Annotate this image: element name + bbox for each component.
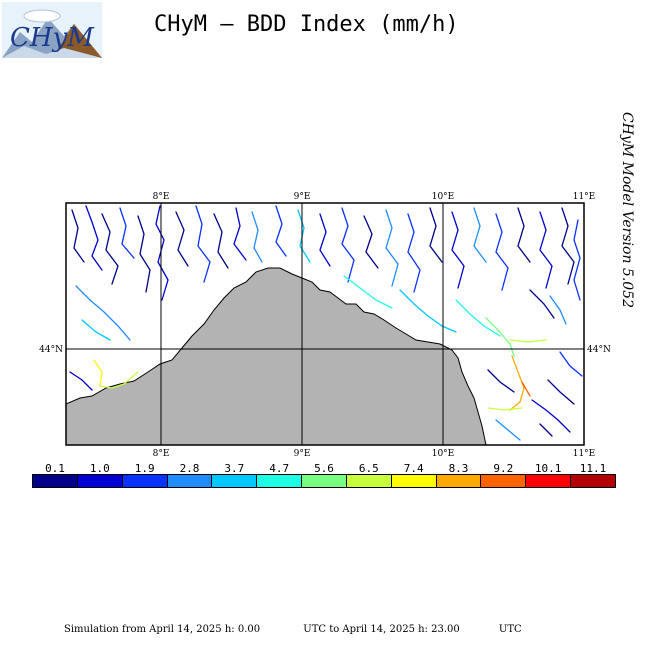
scale-label: 11.1 — [579, 462, 607, 475]
scale-swatch — [481, 475, 527, 487]
lon-ticks-top: 8°E 9°E 10°E 11°E — [153, 192, 596, 202]
scale-swatch — [436, 475, 482, 487]
scale-label: 1.0 — [89, 462, 110, 475]
sea-area — [66, 267, 487, 445]
simulation-period: Simulation from April 14, 2025 h: 0.00 U… — [64, 624, 522, 635]
scale-swatch — [302, 475, 347, 487]
scale-swatch — [33, 475, 78, 487]
lat-tick-right: 44°N — [587, 345, 611, 355]
map-frame — [65, 202, 585, 446]
scale-label: 3.7 — [224, 462, 245, 475]
chym-logo: CHyM — [2, 2, 102, 58]
scale-swatch — [167, 475, 213, 487]
graticule — [66, 203, 584, 445]
model-version-label: CHyM Model Version 5.052 — [619, 112, 635, 308]
lat-tick-left: 44°N — [39, 345, 63, 355]
scale-swatch — [346, 475, 392, 487]
scale-label: 7.4 — [403, 462, 424, 475]
scale-bar — [32, 474, 616, 488]
footer-end: UTC to April 14, 2025 h: 23.00 — [303, 624, 460, 635]
lon-tick-top: 8°E — [153, 192, 170, 202]
lon-tick-bottom: 8°E — [153, 449, 170, 459]
scale-swatch — [212, 475, 258, 487]
lon-ticks-bottom: 8°E 9°E 10°E 11°E — [153, 449, 596, 459]
scale-label: 2.8 — [179, 462, 200, 475]
lon-tick-top: 11°E — [573, 192, 596, 202]
logo-text: CHyM — [10, 23, 95, 53]
scale-label: 5.6 — [314, 462, 334, 475]
scale-label: 9.2 — [493, 462, 514, 475]
scale-label: 10.1 — [534, 462, 562, 475]
scale-swatch — [122, 475, 168, 487]
lon-tick-top: 9°E — [294, 192, 311, 202]
lon-tick-bottom: 9°E — [294, 449, 311, 459]
scale-swatch — [391, 475, 437, 487]
lon-tick-top: 10°E — [432, 192, 455, 202]
footer-utc: UTC — [498, 624, 522, 635]
lon-tick-bottom: 10°E — [432, 449, 455, 459]
scale-label: 8.3 — [448, 462, 469, 475]
lon-tick-bottom: 11°E — [573, 449, 596, 459]
scale-swatch — [571, 475, 615, 487]
scale-label: 4.7 — [269, 462, 290, 475]
page-title: CHyM – BDD Index (mm/h) — [154, 12, 459, 37]
river-network-map: 8°E 9°E 10°E 11°E 8°E 9°E 10°E 11°E 44°N… — [39, 192, 611, 459]
footer-start: Simulation from April 14, 2025 h: 0.00 — [64, 624, 261, 635]
scale-label: 1.9 — [134, 462, 155, 475]
scale-swatch — [77, 475, 123, 487]
scale-label: 0.1 — [45, 462, 65, 475]
scale-swatch — [526, 475, 572, 487]
scale-label: 6.5 — [358, 462, 379, 475]
scale-swatch — [257, 475, 303, 487]
